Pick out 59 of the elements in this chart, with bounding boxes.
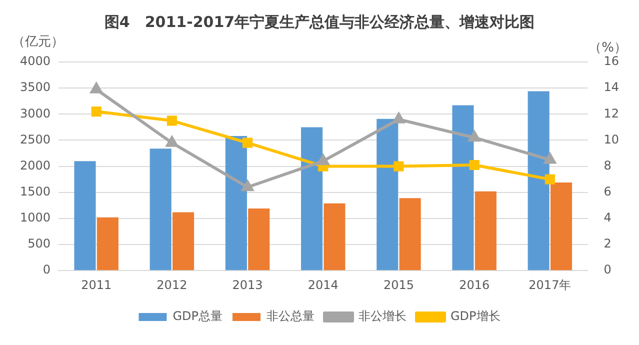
point [90,82,102,94]
y-tick-label: 1000 [20,210,51,225]
y2-tick-label: 16 [604,54,620,68]
point [392,112,405,124]
bar [96,217,118,270]
point [394,161,404,172]
x-tick-label: 2012 [156,278,188,292]
bar [74,161,96,270]
y2-tick-label: 10 [604,132,620,146]
bar [376,118,398,270]
y2-tick-label: 4 [604,210,612,225]
x-tick-label: 2013 [232,278,263,292]
bar [452,105,474,270]
bar [324,203,346,270]
point [469,160,480,170]
legend-label: GDP总量 [172,309,223,324]
bar [550,182,572,270]
bar [172,212,194,270]
y2-tick-label: 14 [604,80,620,94]
y2-tick-label: 12 [604,106,620,120]
y-axis-title: （亿元） [12,34,64,50]
x-tick-label: 2016 [459,278,490,292]
x-tick-label: 2017年 [528,278,572,292]
legend-label: 非公增长 [358,309,406,324]
x-tick-label: 2011 [81,278,112,292]
point [166,116,177,126]
point [317,154,329,166]
point [91,106,102,117]
y-tick-label: 3000 [20,106,51,120]
point [544,174,555,184]
bar [150,148,172,270]
y-tick-label: 2000 [20,158,51,172]
point [468,131,480,142]
x-tick-label: 2015 [383,278,414,292]
point [166,136,178,147]
bar [225,136,247,270]
y-tick-label: 500 [28,236,51,251]
y-tick-label: 3500 [20,80,51,94]
x-tick-label: 2014 [308,278,338,292]
point [242,138,253,148]
y2-tick-label: 8 [604,158,612,172]
bar [248,208,270,270]
y-tick-label: 4000 [20,54,51,68]
y2-tick-label: 6 [604,184,612,198]
y-tick-label: 0 [42,262,51,277]
y2-tick-label: 0 [604,262,612,277]
y-tick-label: 2500 [20,132,51,146]
legend-label: GDP增长 [450,309,500,324]
bar [474,191,496,270]
bar [301,127,323,270]
y2-tick-label: 2 [604,236,612,251]
point [242,180,254,192]
chart-title: 图4 2011-2017年宁夏生产总值与非公经济总量、增速对比图 [104,12,535,31]
legend-label: 非公总量 [266,309,314,324]
y-tick-label: 1500 [20,184,51,198]
bar [399,198,421,270]
point [544,153,556,164]
bar [528,91,550,270]
y2-axis-title: （%） [588,40,627,56]
